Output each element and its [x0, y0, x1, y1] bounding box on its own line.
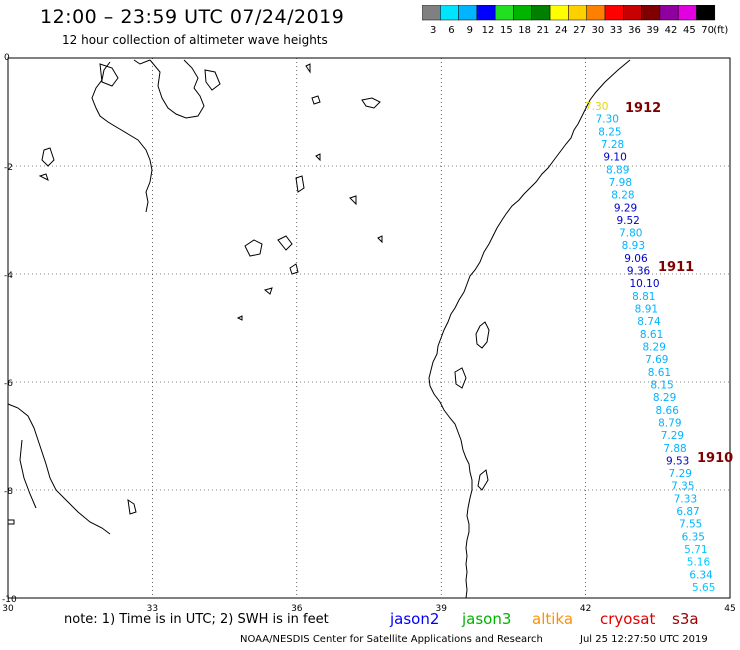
legend-label: 21: [537, 25, 550, 36]
lon-tick-label: 45: [724, 604, 735, 614]
map-frame: [7, 57, 731, 599]
lat-tick-label: -4: [4, 271, 13, 281]
wave-height-label: 7.29: [669, 468, 692, 480]
legend-swatch: [696, 5, 716, 21]
wave-height-label: 8.89: [606, 164, 629, 176]
lon-tick-label: 36: [291, 604, 303, 614]
generated-timestamp: Jul 25 12:27:50 UTC 2019: [580, 634, 708, 645]
wave-height-label: 7.30: [596, 114, 619, 126]
wave-height-label: 8.15: [650, 379, 673, 391]
legend-label: 9: [467, 25, 473, 36]
lat-tick-label: -6: [4, 379, 13, 389]
wave-height-label: 9.10: [603, 152, 626, 164]
wave-height-label: 7.35: [671, 481, 694, 493]
wave-height-label: 8.61: [640, 329, 663, 341]
wave-height-label: 8.66: [656, 405, 680, 417]
legend-label: 30: [591, 25, 604, 36]
map-subtitle: 12 hour collection of altimeter wave hei…: [62, 33, 328, 47]
wave-height-label: 7.69: [645, 354, 668, 366]
wave-height-label: 8.79: [658, 417, 681, 429]
satellite-altika: altika: [532, 610, 574, 628]
legend-label: 27: [573, 25, 586, 36]
wave-height-label: 6.35: [682, 531, 705, 543]
wave-height-label: 8.28: [611, 190, 634, 202]
legend-label: 3: [430, 25, 436, 36]
legend-label: 6: [448, 25, 454, 36]
wave-height-label: 8.93: [622, 240, 645, 252]
wave-height-label: 7.98: [609, 177, 632, 189]
lat-tick-label: -10: [2, 595, 17, 605]
lon-tick-label: 30: [2, 604, 14, 614]
legend-label: 45: [683, 25, 696, 36]
wave-height-label: 8.74: [637, 316, 661, 328]
legend-label: 70: [701, 25, 714, 36]
legend-label: 24: [555, 25, 568, 36]
wave-height-label: 6.87: [676, 506, 699, 518]
legend-label: 42: [665, 25, 678, 36]
legend-label: 36: [628, 25, 641, 36]
map-title: 12:00 – 23:59 UTC 07/24/2019: [40, 6, 345, 28]
pass-label: 1911: [658, 260, 694, 275]
wave-height-label: 9.36: [627, 266, 651, 278]
wave-height-label: 7.88: [663, 443, 686, 455]
coastline: [7, 59, 631, 599]
lat-lon-grid: [8, 58, 730, 598]
wave-height-label: 5.71: [684, 544, 707, 556]
wave-height-label: 9.53: [666, 455, 689, 467]
legend-label: 39: [646, 25, 659, 36]
wave-height-label: 7.33: [674, 493, 697, 505]
wave-height-track: 7.307.308.257.289.108.897.988.289.299.52…: [585, 101, 715, 594]
footer-note: note: 1) Time is in UTC; 2) SWH is in fe…: [64, 612, 329, 627]
wave-height-label: 7.28: [601, 139, 624, 151]
pass-labels: 1912 1911 1910: [625, 101, 733, 466]
wave-height-label: 8.81: [632, 291, 655, 303]
wave-height-label: 8.91: [635, 304, 658, 316]
credit-line: NOAA/NESDIS Center for Satellite Applica…: [240, 634, 543, 645]
wave-height-label: 9.52: [616, 215, 639, 227]
wave-height-label: 8.29: [643, 342, 666, 354]
wave-height-label: 8.61: [648, 367, 671, 379]
wave-height-label: 7.30: [585, 101, 608, 113]
lat-tick-label: 0: [4, 53, 10, 63]
axis-tick-labels: 30 33 36 39 42 45 0 -2 -4 -6 -8 -10: [2, 53, 736, 614]
pass-label: 1912: [625, 101, 661, 116]
lat-tick-label: -8: [4, 487, 13, 497]
legend-unit: (ft): [713, 25, 728, 36]
wave-height-label: 7.55: [679, 519, 702, 531]
wave-height-label: 5.65: [692, 582, 715, 594]
color-legend: 3 6 9 12 15 18 21 24 27 30 33 36 39 42 45 70 (ft): [422, 5, 728, 36]
wave-height-label: 9.29: [614, 202, 637, 214]
legend-label: 18: [518, 25, 531, 36]
wave-height-label: 8.25: [598, 126, 621, 138]
wave-height-label: 6.34: [689, 569, 713, 581]
legend-label: 12: [482, 25, 495, 36]
satellite-jason3: jason3: [462, 610, 512, 628]
wave-height-label: 5.16: [687, 557, 711, 569]
pass-label: 1910: [697, 451, 733, 466]
legend-label: 33: [610, 25, 623, 36]
legend-label: 15: [500, 25, 513, 36]
satellite-s3a: s3a: [672, 610, 699, 628]
lat-tick-label: -2: [4, 163, 13, 173]
wave-height-label: 9.06: [624, 253, 648, 265]
lon-tick-label: 33: [147, 604, 158, 614]
wave-height-label: 10.10: [629, 278, 659, 290]
satellite-jason2: jason2: [390, 610, 440, 628]
lon-tick-label: 39: [435, 604, 447, 614]
wave-height-label: 8.29: [653, 392, 676, 404]
lon-tick-label: 42: [580, 604, 591, 614]
wave-height-label: 7.29: [661, 430, 684, 442]
wave-height-label: 7.80: [619, 228, 642, 240]
satellite-cryosat: cryosat: [600, 610, 656, 628]
